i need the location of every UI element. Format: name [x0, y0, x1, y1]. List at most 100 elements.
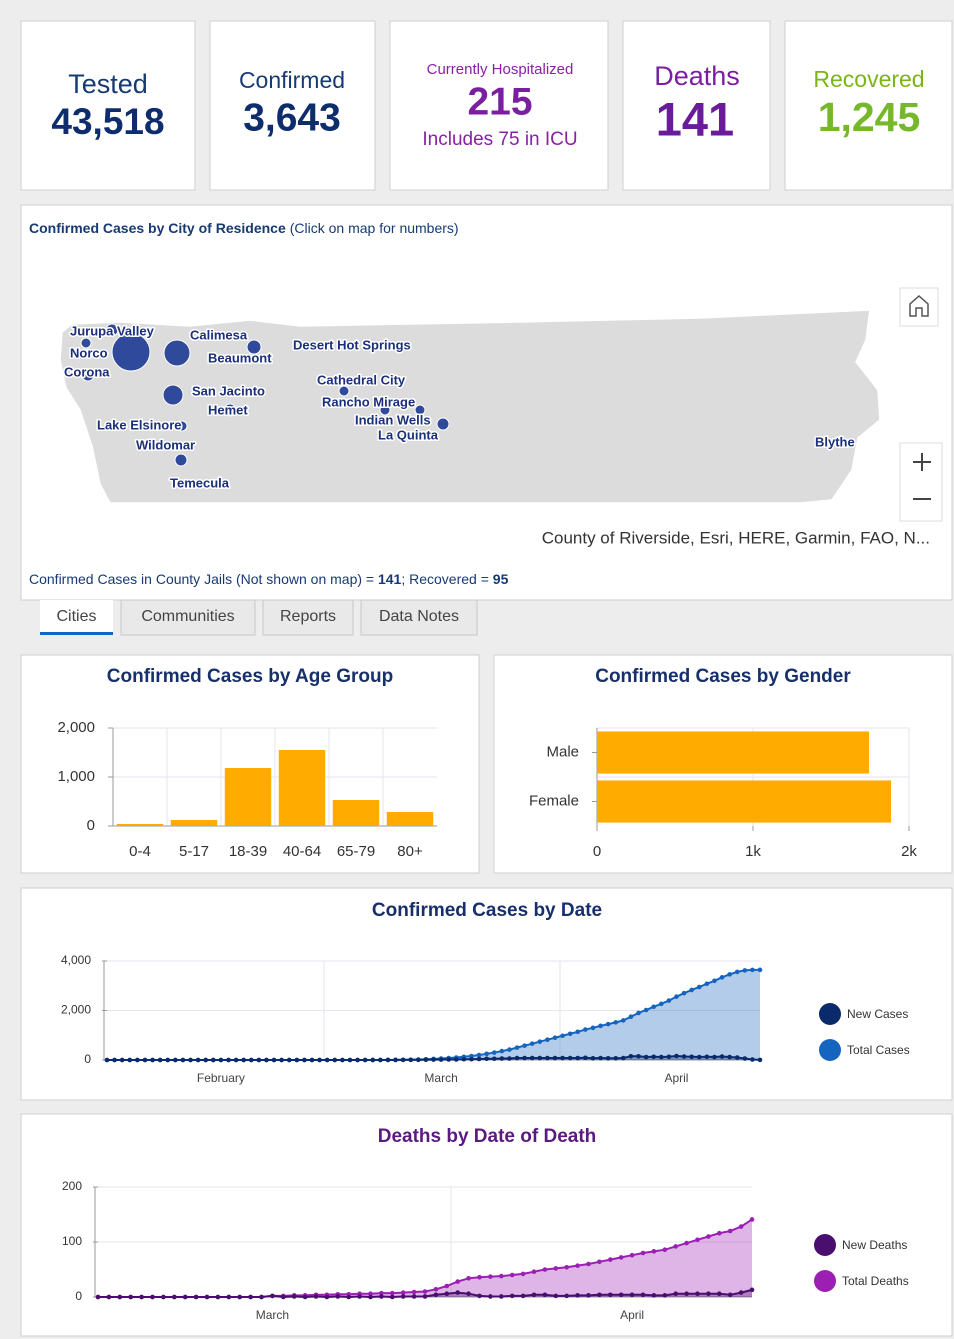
chart-title: Deaths by Date of Death: [378, 1126, 597, 1147]
data-point: [583, 1055, 588, 1061]
data-point: [651, 1004, 656, 1010]
bar: [332, 799, 380, 826]
tab[interactable]: [120, 599, 256, 636]
tab[interactable]: [262, 599, 354, 636]
data-point: [226, 1294, 232, 1300]
data-point: [393, 1057, 398, 1063]
tab-label[interactable]: Cities: [56, 608, 96, 625]
city-marker: [338, 385, 350, 397]
y-tick-label: Female: [529, 792, 579, 809]
zoom-in[interactable]: [913, 453, 931, 471]
data-point: [586, 1261, 591, 1267]
city-marker: [174, 453, 188, 467]
data-point: [597, 1292, 602, 1298]
data-point: [749, 1217, 755, 1222]
data-point: [545, 1055, 550, 1061]
tab-active-indicator: [40, 632, 113, 635]
data-point: [362, 1057, 368, 1063]
data-point: [696, 984, 702, 990]
data-point: [695, 1291, 700, 1296]
data-point: [455, 1290, 461, 1295]
y-tick-label: 2,000: [61, 1003, 91, 1017]
city-marker: [163, 339, 191, 367]
data-point: [233, 1057, 239, 1063]
data-point: [215, 1294, 221, 1300]
data-point: [357, 1294, 362, 1299]
data-point: [431, 1057, 436, 1062]
kpi-value: 141: [656, 92, 734, 145]
data-point: [542, 1267, 548, 1272]
city-label: Lake Elsinore: [97, 417, 182, 432]
data-point: [346, 1294, 352, 1300]
data-point: [226, 1057, 231, 1063]
data-point: [545, 1037, 550, 1043]
data-point: [324, 1294, 330, 1300]
data-point: [621, 1018, 626, 1023]
map-attribution: County of Riverside, Esri, HERE, Garmin,…: [542, 528, 930, 547]
data-point: [499, 1273, 504, 1279]
tab-label[interactable]: Reports: [280, 608, 336, 625]
data-point: [416, 1057, 421, 1063]
kpi-card: [209, 20, 376, 191]
data-point: [640, 1250, 646, 1256]
data-point: [422, 1289, 428, 1294]
data-point: [651, 1293, 657, 1298]
data-point: [662, 1247, 668, 1252]
bar: [597, 780, 892, 823]
x-tick-label: April: [664, 1071, 688, 1085]
bar: [386, 811, 434, 826]
data-point: [597, 1259, 602, 1265]
data-point: [706, 1234, 711, 1239]
tab[interactable]: [360, 599, 478, 636]
data-point: [717, 1291, 722, 1296]
data-point: [165, 1057, 171, 1063]
data-point: [444, 1283, 450, 1289]
data-point: [385, 1057, 391, 1063]
data-point: [270, 1293, 275, 1299]
data-point: [674, 994, 679, 999]
kpi-card: [622, 20, 771, 191]
tab[interactable]: [40, 600, 113, 635]
data-point: [400, 1290, 406, 1295]
data-point: [695, 1237, 700, 1243]
tab-label[interactable]: Communities: [141, 608, 234, 625]
data-point: [411, 1294, 417, 1299]
data-point: [717, 1230, 722, 1236]
kpi-label: Tested: [68, 69, 148, 99]
legend-label: Total Cases: [847, 1043, 910, 1057]
data-point: [400, 1057, 406, 1063]
x-tick-label: April: [620, 1308, 644, 1322]
data-point: [444, 1291, 450, 1296]
data-point: [564, 1265, 569, 1270]
data-point: [537, 1055, 543, 1061]
data-point: [738, 1224, 744, 1229]
data-point: [608, 1257, 613, 1262]
data-point: [629, 1292, 635, 1298]
data-point: [727, 1292, 733, 1298]
data-point: [750, 1057, 755, 1062]
data-point: [499, 1056, 505, 1061]
kpi-label: Recovered: [813, 66, 924, 92]
data-point: [491, 1050, 497, 1055]
data-point: [696, 1054, 702, 1060]
data-point: [586, 1293, 591, 1298]
city-labels: Jurupa Valley Norco Corona Calimesa Beaumont…: [63, 322, 857, 492]
home-button[interactable]: [899, 287, 939, 327]
data-point: [95, 1294, 101, 1300]
data-point: [204, 1294, 210, 1300]
city-label: Cathedral City: [317, 372, 406, 387]
tab-label[interactable]: Data Notes: [379, 608, 459, 625]
data-point: [411, 1289, 417, 1295]
data-point: [433, 1292, 439, 1298]
data-point: [340, 1057, 345, 1063]
chart-title: Confirmed Cases by Date: [372, 900, 602, 921]
data-point: [309, 1057, 315, 1063]
data-point: [172, 1294, 177, 1300]
data-point: [742, 1056, 748, 1061]
x-tick-label: 0-4: [129, 843, 151, 860]
jails-recovered-text: ; Recovered =: [401, 571, 492, 587]
data-point: [643, 1054, 649, 1060]
data-point: [750, 967, 755, 973]
data-point: [142, 1057, 148, 1063]
data-point: [628, 1053, 634, 1059]
